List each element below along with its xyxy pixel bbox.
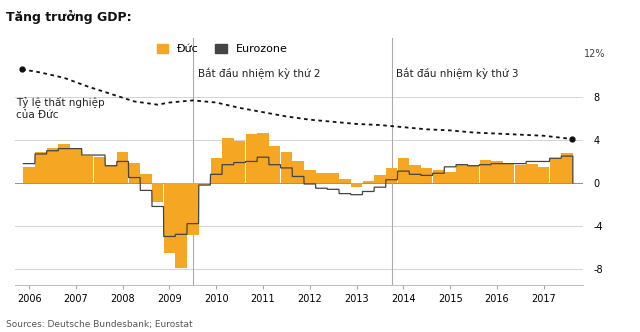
Bar — [410, 165, 420, 183]
Bar — [82, 156, 93, 183]
Bar — [316, 173, 327, 183]
Bar — [246, 133, 257, 183]
Bar — [456, 164, 468, 183]
Bar — [538, 167, 550, 183]
Bar — [117, 152, 129, 183]
Bar — [70, 147, 82, 183]
Bar — [468, 165, 479, 183]
Bar — [433, 170, 444, 183]
Text: Tăng trưởng GDP:: Tăng trưởng GDP: — [6, 10, 132, 24]
Text: 12%: 12% — [584, 49, 606, 59]
Legend: Đức, Eurozone: Đức, Eurozone — [157, 44, 287, 54]
Bar — [526, 164, 538, 183]
Bar — [164, 183, 175, 253]
Bar — [339, 179, 351, 183]
Bar — [211, 158, 222, 183]
Bar — [58, 144, 70, 183]
Bar — [234, 141, 245, 183]
Text: Bắt đầu nhiệm kỳ thứ 3: Bắt đầu nhiệm kỳ thứ 3 — [396, 67, 519, 79]
Bar — [281, 152, 292, 183]
Bar — [421, 168, 433, 183]
Bar — [199, 183, 211, 185]
Bar — [397, 158, 409, 183]
Bar — [362, 181, 374, 183]
Text: Bắt đầu nhiệm kỳ thứ 2: Bắt đầu nhiệm kỳ thứ 2 — [198, 67, 320, 79]
Bar — [328, 173, 339, 183]
Bar — [351, 183, 362, 187]
Bar — [492, 161, 502, 183]
Bar — [140, 174, 152, 183]
Bar — [105, 165, 116, 183]
Bar — [503, 164, 515, 183]
Bar — [24, 167, 35, 183]
Bar — [292, 161, 304, 183]
Bar — [222, 138, 234, 183]
Bar — [93, 157, 105, 183]
Text: Sources: Deutsche Bundesbank; Eurostat: Sources: Deutsche Bundesbank; Eurostat — [6, 320, 193, 329]
Bar — [187, 183, 198, 235]
Bar — [35, 152, 47, 183]
Text: Tỷ lệ thất nghiệp
của Đức: Tỷ lệ thất nghiệp của Đức — [16, 97, 104, 120]
Bar — [175, 183, 187, 268]
Bar — [386, 168, 397, 183]
Bar — [257, 132, 269, 183]
Bar — [129, 163, 140, 183]
Bar — [550, 158, 561, 183]
Bar — [152, 183, 163, 202]
Bar — [374, 175, 386, 183]
Bar — [47, 147, 58, 183]
Bar — [479, 160, 491, 183]
Bar — [304, 170, 316, 183]
Bar — [561, 153, 573, 183]
Bar — [444, 172, 456, 183]
Bar — [269, 146, 280, 183]
Bar — [515, 165, 526, 183]
